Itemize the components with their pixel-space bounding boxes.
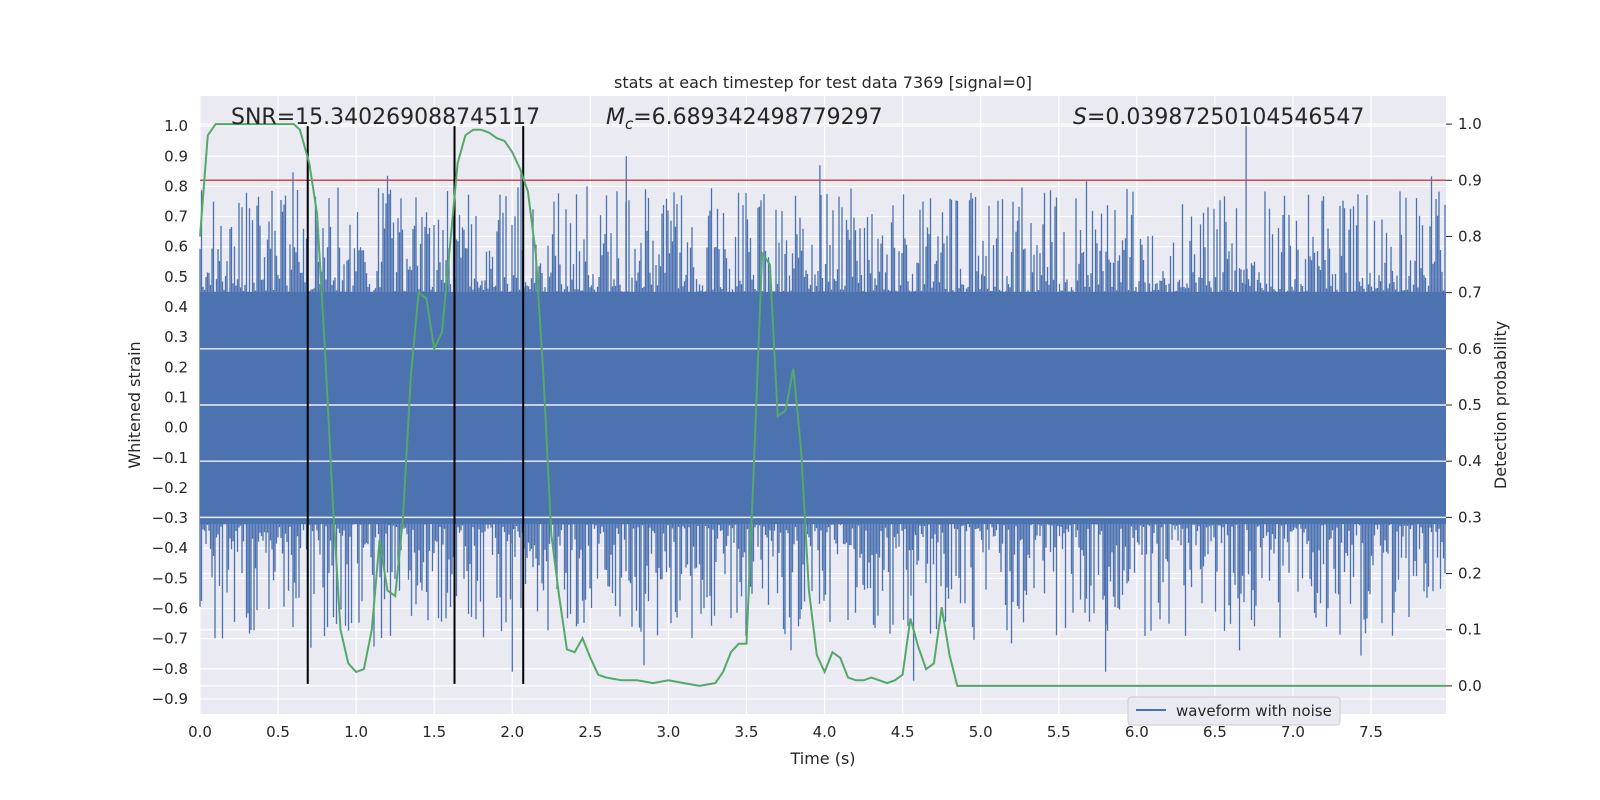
- s-value: =0.03987250104546547: [1087, 105, 1364, 130]
- x-axis-ticks: 0.0 0.5 1.0 1.5 2.0 2.5 3.0 3.5 4.0 4.5 5.0 5.5 6.0 6…: [188, 723, 1383, 741]
- y-right-tick-label: 0.9: [1458, 171, 1482, 189]
- y-left-tick-label: 0.8: [164, 177, 188, 195]
- y-right-tick-label: 0.5: [1458, 396, 1482, 414]
- y-left-tick-label: −0.1: [152, 449, 188, 467]
- chirp-mass-value: =6.689342498779297: [633, 105, 882, 130]
- vertical-markers: [306, 126, 525, 684]
- y-right-tick-label: 0.8: [1458, 227, 1482, 245]
- x-tick-label: 0.5: [266, 723, 290, 741]
- y-left-tick-label: 0.3: [164, 328, 188, 346]
- y-right-tick-label: 1.0: [1458, 115, 1482, 133]
- x-tick-label: 2.5: [578, 723, 602, 741]
- y-left-tick-label: 0.6: [164, 238, 188, 256]
- y-right-tick-label: 0.2: [1458, 565, 1482, 583]
- chirp-mass-symbol: M: [606, 105, 625, 130]
- y-left-tick-label: 0.1: [164, 388, 188, 406]
- y-right-tick-label: 0.1: [1458, 621, 1482, 639]
- y-left-tick-label: 0.2: [164, 358, 188, 376]
- snr-annotation: SNR=15.340269088745117: [231, 105, 540, 130]
- s-annotation: S=0.03987250104546547: [1073, 105, 1364, 130]
- y-left-tick-label: 0.7: [164, 208, 188, 226]
- y-right-tick-label: 0.7: [1458, 284, 1482, 302]
- x-tick-label: 5.0: [969, 723, 993, 741]
- s-symbol: S: [1073, 105, 1087, 130]
- chart-title: stats at each timestep for test data 736…: [614, 73, 1032, 92]
- y-left-axis-label: Whitened strain: [125, 341, 144, 468]
- y-left-tick-label: 0.4: [164, 298, 188, 316]
- y-left-tick-label: 0.5: [164, 268, 188, 286]
- y-left-tick-label: −0.4: [152, 539, 188, 557]
- y-left-tick-label: −0.5: [152, 569, 188, 587]
- x-tick-label: 6.5: [1203, 723, 1227, 741]
- legend-box: [1127, 696, 1341, 726]
- y-left-tick-label: 0.9: [164, 147, 188, 165]
- x-tick-label: 1.5: [422, 723, 446, 741]
- y-right-tick-label: 0.0: [1458, 677, 1482, 695]
- x-tick-label: 3.0: [656, 723, 680, 741]
- x-tick-label: 4.5: [891, 723, 915, 741]
- x-tick-label: 7.5: [1359, 723, 1383, 741]
- y-left-tick-label: −0.9: [152, 690, 188, 708]
- x-tick-label: 3.5: [735, 723, 759, 741]
- x-tick-label: 5.5: [1047, 723, 1071, 741]
- y-right-axis-ticks: 0.0 0.1 0.2 0.3 0.4 0.5 0.6 0.7 0.8 0.9 1.0: [1446, 115, 1482, 695]
- y-left-tick-label: 0.0: [164, 419, 188, 437]
- y-left-axis-ticks: −0.9 −0.8 −0.7 −0.6 −0.5 −0.4 −0.3 −0.2 −0.1 0.0 0…: [152, 117, 188, 708]
- x-tick-label: 1.0: [344, 723, 368, 741]
- x-axis-label: Time (s): [789, 749, 855, 768]
- y-right-tick-label: 0.4: [1458, 452, 1482, 470]
- x-tick-label: 0.0: [188, 723, 212, 741]
- y-left-tick-label: −0.8: [152, 660, 188, 678]
- x-tick-label: 7.0: [1281, 723, 1305, 741]
- y-left-tick-label: −0.6: [152, 599, 188, 617]
- y-left-tick-label: −0.2: [152, 479, 188, 497]
- y-left-tick-label: −0.7: [152, 630, 188, 648]
- legend-label: waveform with noise: [1176, 702, 1332, 720]
- x-tick-label: 6.0: [1125, 723, 1149, 741]
- y-left-tick-label: 1.0: [164, 117, 188, 135]
- y-right-tick-label: 0.3: [1458, 508, 1482, 526]
- y-right-tick-label: 0.6: [1458, 340, 1482, 358]
- x-tick-label: 2.0: [500, 723, 524, 741]
- x-tick-label: 4.0: [813, 723, 837, 741]
- chirp-mass-annotation: Mc=6.689342498779297: [606, 105, 883, 133]
- probability-line: [199, 123, 1446, 687]
- y-right-axis-label: Detection probability: [1491, 321, 1510, 489]
- noise-series: [199, 126, 1446, 681]
- chirp-mass-subscript: c: [625, 115, 634, 133]
- y-left-tick-label: −0.3: [152, 509, 188, 527]
- legend: waveform with noise: [1127, 696, 1341, 726]
